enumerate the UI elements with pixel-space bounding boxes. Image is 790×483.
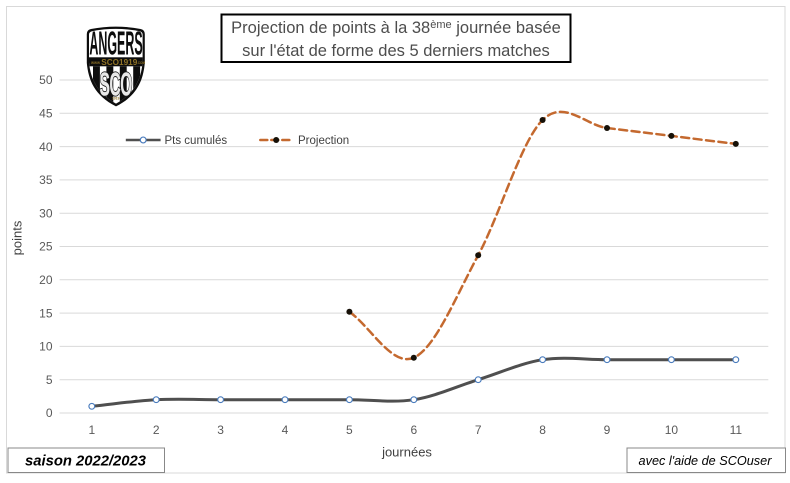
svg-text:9: 9 <box>604 423 611 437</box>
svg-text:10: 10 <box>665 423 679 437</box>
svg-text:50: 50 <box>39 73 53 87</box>
svg-text:Pts cumulés: Pts cumulés <box>165 135 228 147</box>
svg-text:7: 7 <box>475 423 482 437</box>
svg-text:8: 8 <box>539 423 546 437</box>
svg-text:35: 35 <box>39 173 53 187</box>
svg-text:0: 0 <box>46 406 53 420</box>
svg-text:20: 20 <box>39 273 53 287</box>
svg-text:3: 3 <box>217 423 224 437</box>
svg-text:SCO1919: SCO1919 <box>101 57 137 67</box>
svg-text:30: 30 <box>39 206 53 220</box>
svg-text:25: 25 <box>39 240 53 254</box>
svg-text:SCO: SCO <box>99 65 132 103</box>
svg-text:ANGERS: ANGERS <box>89 25 142 62</box>
svg-text:1: 1 <box>88 423 95 437</box>
svg-text:4: 4 <box>282 423 289 437</box>
svg-text:sur l'état de forme des 5 dern: sur l'état de forme des 5 derniers match… <box>242 42 550 60</box>
svg-text:10: 10 <box>39 340 53 354</box>
svg-text:5: 5 <box>346 423 353 437</box>
svg-text:Projection: Projection <box>298 135 349 147</box>
svg-text:40: 40 <box>39 140 53 154</box>
svg-text:6: 6 <box>410 423 417 437</box>
svg-text:11: 11 <box>730 423 743 437</box>
svg-text:points: points <box>10 220 25 255</box>
svg-text:5: 5 <box>46 373 53 387</box>
svg-text:avec l'aide de SCOuser: avec l'aide de SCOuser <box>639 454 773 468</box>
svg-text:WWW: WWW <box>91 61 100 65</box>
svg-text:2: 2 <box>153 423 160 437</box>
svg-text:15: 15 <box>39 306 53 320</box>
svg-text:1919: 1919 <box>112 96 120 100</box>
svg-text:.COM: .COM <box>137 61 146 65</box>
svg-text:journées: journées <box>381 445 432 460</box>
svg-text:45: 45 <box>39 107 53 121</box>
svg-text:Projection de points à la 38èm: Projection de points à la 38ème journée … <box>231 19 561 37</box>
svg-text:saison 2022/2023: saison 2022/2023 <box>25 454 147 470</box>
